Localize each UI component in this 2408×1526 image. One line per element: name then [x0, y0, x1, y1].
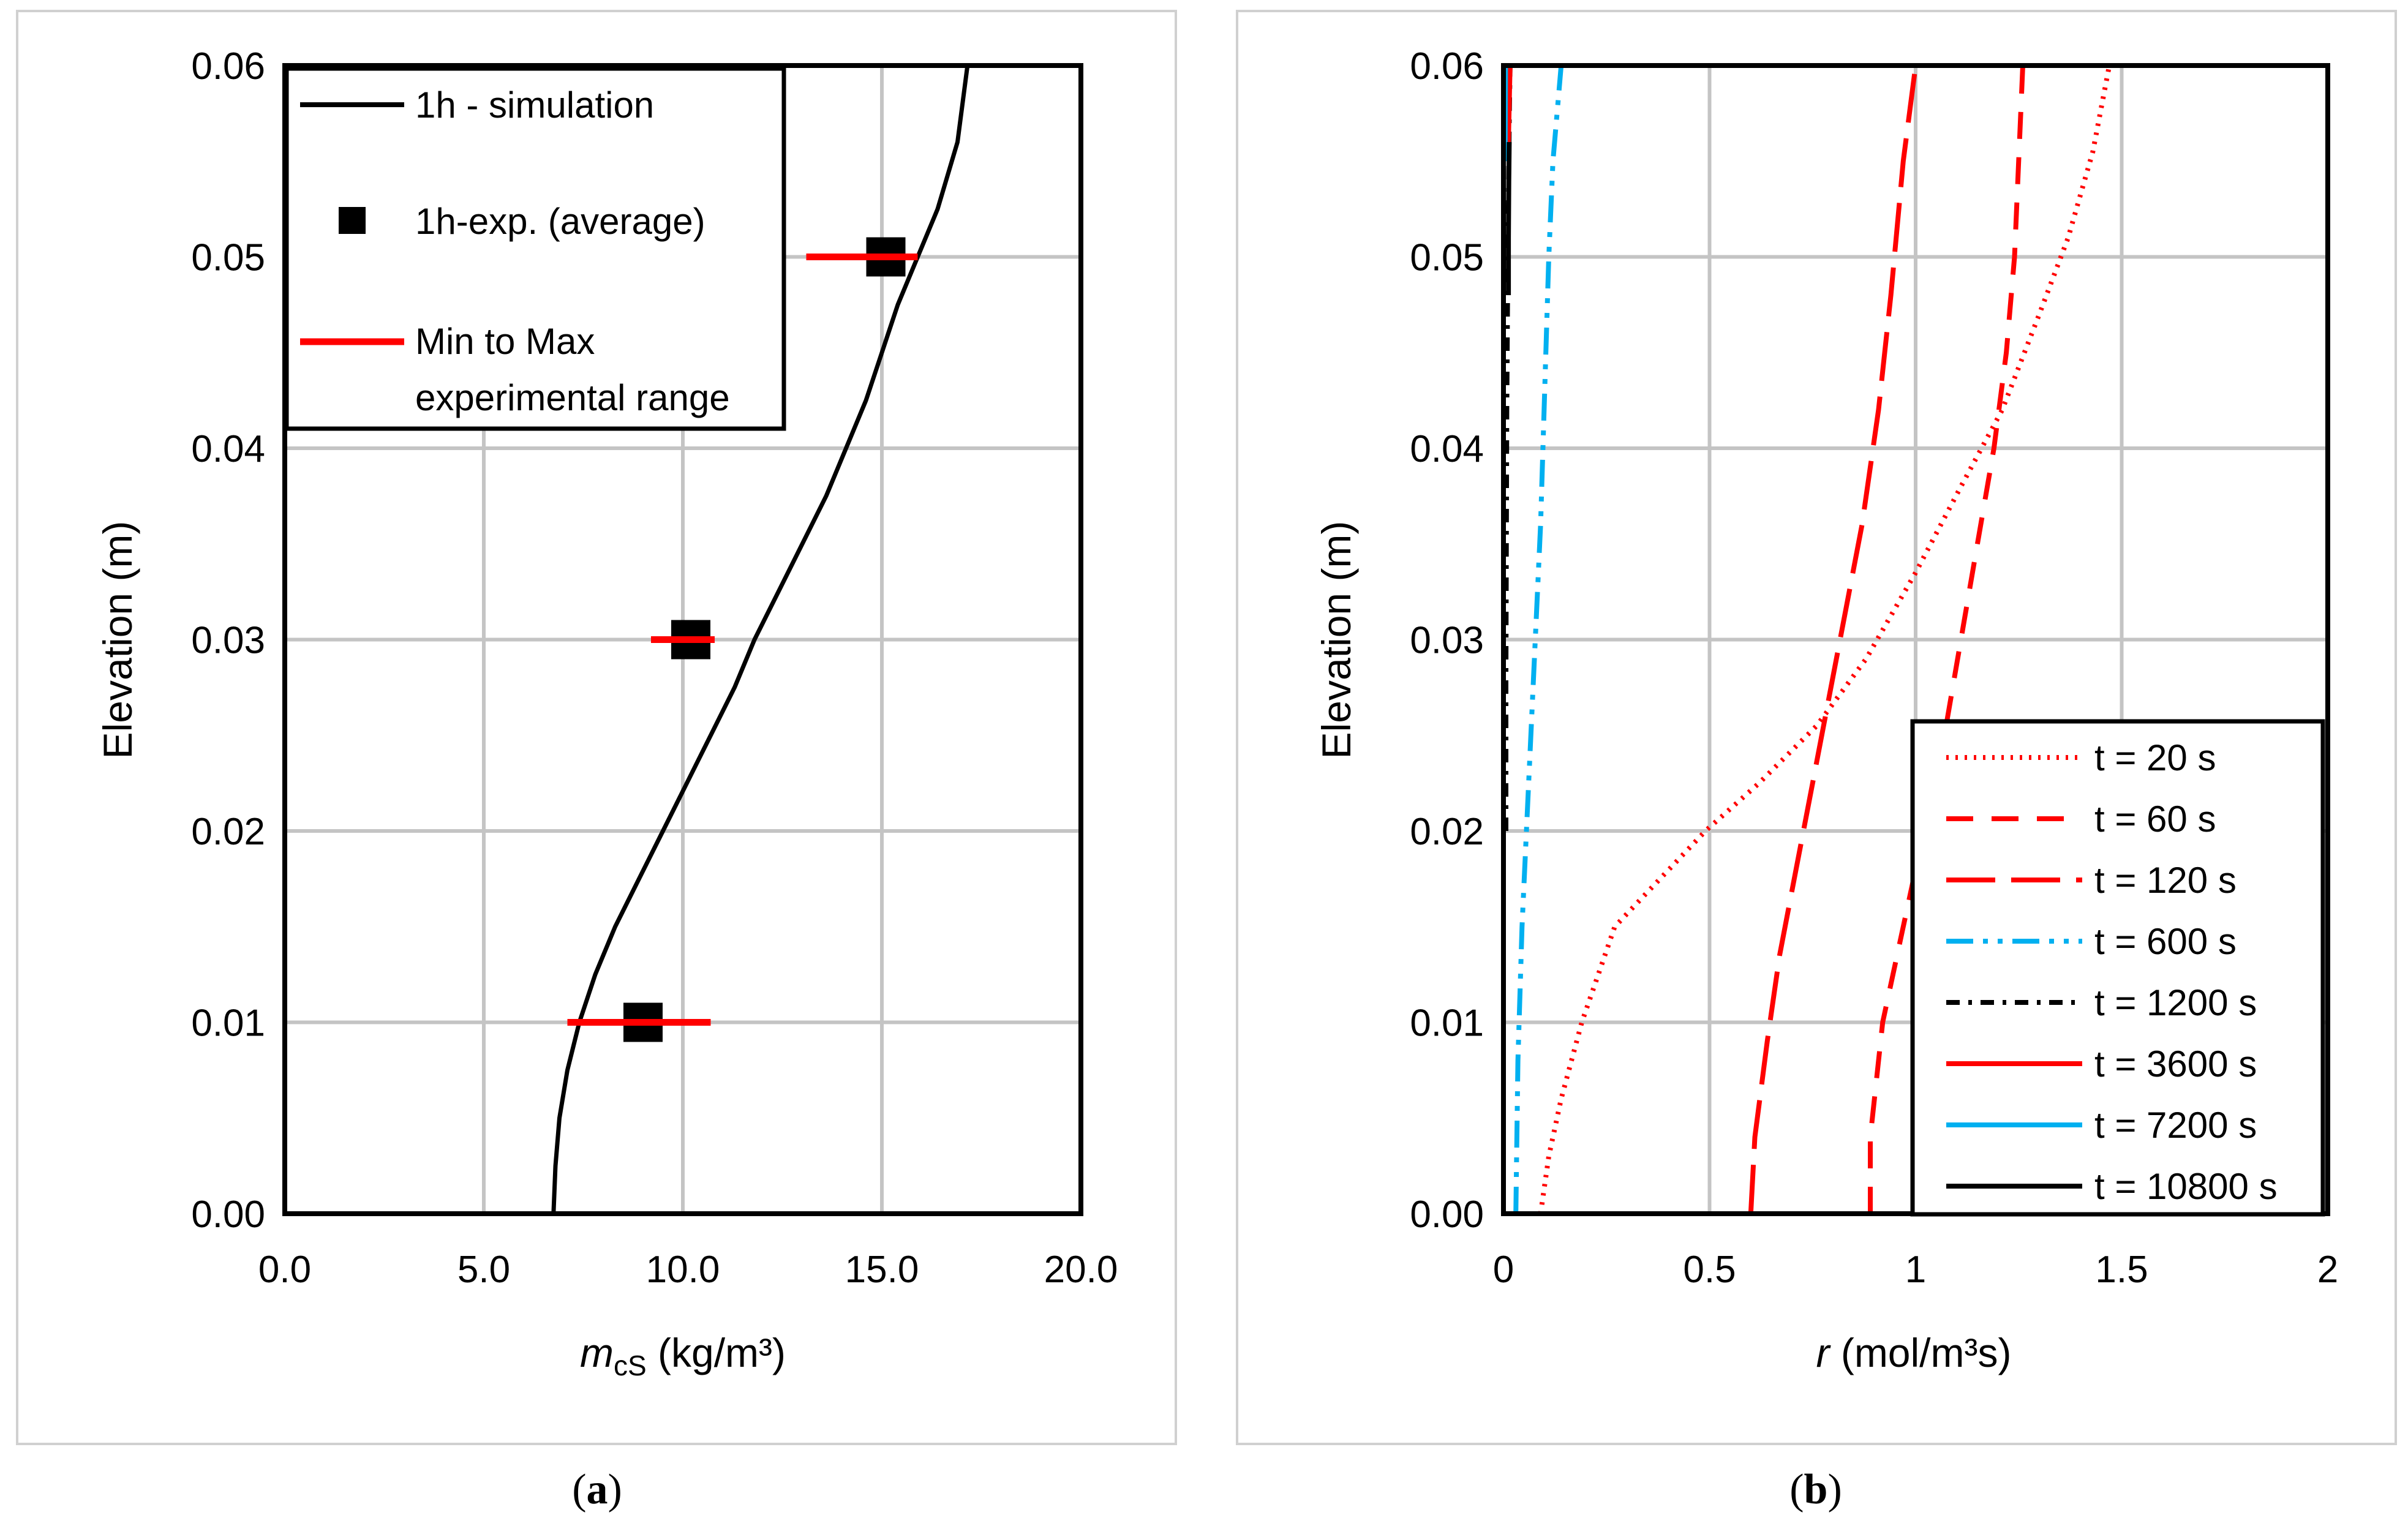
x-tick-label: 1.5 [2095, 1249, 2148, 1291]
panel-a-x-axis-label: mcS (kg/m³) [580, 1330, 786, 1381]
y-tick-label: 0.02 [1410, 811, 1484, 853]
panel-b-chart: 0.00 0.01 0.02 0.03 0.04 0.05 0.06 0 0.5 1 1.5 2 t… [1314, 45, 2338, 1513]
x-axis-label-subscript: cS [614, 1350, 647, 1381]
legend-label-t-60-s: t = 60 s [2094, 799, 2216, 840]
legend-label-t-20-s: t = 20 s [2094, 737, 2216, 778]
panel-a-y-ticks: 0.00 0.01 0.02 0.03 0.04 0.05 0.06 [191, 45, 265, 1236]
panel-b-legend: t = 20 s t = 60 s t = 120 s t = 600 s t = 12… [1910, 719, 2325, 1217]
legend-label-t-7200-s: t = 7200 s [2094, 1105, 2257, 1146]
panel-a-caption: (a) [572, 1466, 622, 1513]
y-tick-label: 0.03 [191, 620, 265, 662]
y-tick-label: 0.04 [191, 428, 265, 470]
panel-a-series [551, 65, 970, 1214]
series-line-t-10800-s [1506, 141, 1512, 295]
panel-b-frame [1236, 10, 2397, 1445]
y-tick-label: 0.06 [1410, 45, 1484, 88]
y-tick-label: 0.00 [191, 1193, 265, 1236]
x-tick-label: 10.0 [646, 1249, 720, 1291]
x-tick-label: 0 [1493, 1249, 1514, 1291]
caption-open-paren: ( [1789, 1466, 1804, 1513]
legend-label-t-600-s: t = 600 s [2094, 921, 2237, 962]
panel-a-legend: 1h - simulation 1h-exp. (average) Min to… [284, 66, 786, 431]
legend-label-t-120-s: t = 120 s [2094, 860, 2237, 901]
caption-close-paren: ) [608, 1466, 622, 1513]
legend-label-t-10800-s: t = 10800 s [2094, 1166, 2278, 1207]
legend-label-t-3600-s: t = 3600 s [2094, 1043, 2257, 1084]
caption-open-paren: ( [572, 1466, 586, 1513]
x-axis-label-unit: (mol/m³s) [1830, 1330, 2012, 1375]
x-tick-label: 0.0 [258, 1249, 311, 1291]
panel-b-x-ticks: 0 0.5 1 1.5 2 [1493, 1249, 2338, 1291]
legend-label-simulation: 1h - simulation [415, 85, 654, 126]
panel-b-y-ticks: 0.00 0.01 0.02 0.03 0.04 0.05 0.06 [1410, 45, 1484, 1236]
x-tick-label: 15.0 [845, 1249, 919, 1291]
x-tick-label: 0.5 [1683, 1249, 1736, 1291]
y-tick-label: 0.01 [1410, 1002, 1484, 1045]
panel-a-y-axis-label: Elevation (m) [95, 521, 140, 759]
panel-a-x-ticks: 0.0 5.0 10.0 15.0 20.0 [258, 1249, 1118, 1291]
caption-close-paren: ) [1827, 1466, 1842, 1513]
x-tick-label: 20.0 [1044, 1249, 1118, 1291]
series-line-t-120-s [1748, 65, 1918, 1214]
legend-label-exp-average: 1h-exp. (average) [415, 201, 705, 242]
panel-a-plot-area [282, 63, 1083, 1216]
legend-label-t-1200-s: t = 1200 s [2094, 982, 2257, 1023]
y-tick-label: 0.06 [191, 45, 265, 88]
panel-b-x-axis-label: r (mol/m³s) [1816, 1330, 2012, 1375]
x-tick-label: 5.0 [457, 1249, 510, 1291]
panel-a-legend-box [284, 66, 786, 431]
panel-b-series [1502, 65, 2112, 1214]
caption-letter: a [587, 1466, 608, 1513]
y-tick-label: 0.05 [1410, 237, 1484, 279]
y-tick-label: 0.02 [191, 811, 265, 853]
y-tick-label: 0.00 [1410, 1193, 1484, 1236]
x-axis-label-symbol: r [1816, 1330, 1832, 1375]
panel-b-legend-box [1910, 719, 2325, 1217]
series-line-1h-simulation [551, 65, 970, 1214]
y-tick-label: 0.03 [1410, 620, 1484, 662]
panel-a-chart: 0.00 0.01 0.02 0.03 0.04 0.05 0.06 0.0 5.0 10.0 1… [95, 45, 1118, 1513]
x-tick-label: 2 [2317, 1249, 2338, 1291]
legend-label-range-line1: Min to Max [415, 321, 595, 362]
panel-b-y-axis-label: Elevation (m) [1314, 521, 1359, 759]
x-axis-label-symbol: m [580, 1330, 614, 1375]
panel-b-caption: (b) [1789, 1466, 1842, 1513]
legend-label-range-line2: experimental range [415, 377, 730, 418]
x-axis-label-unit: (kg/m³) [647, 1330, 786, 1375]
y-tick-label: 0.01 [191, 1002, 265, 1045]
series-line-t-600-s [1513, 65, 1564, 1214]
y-tick-label: 0.04 [1410, 428, 1484, 470]
x-tick-label: 1 [1905, 1249, 1926, 1291]
series-line-t-3600-s [1506, 65, 1513, 143]
panel-a-frame [16, 10, 1177, 1445]
caption-letter: b [1804, 1466, 1828, 1513]
legend-swatch-exp-average [339, 207, 366, 234]
y-tick-label: 0.05 [191, 237, 265, 279]
